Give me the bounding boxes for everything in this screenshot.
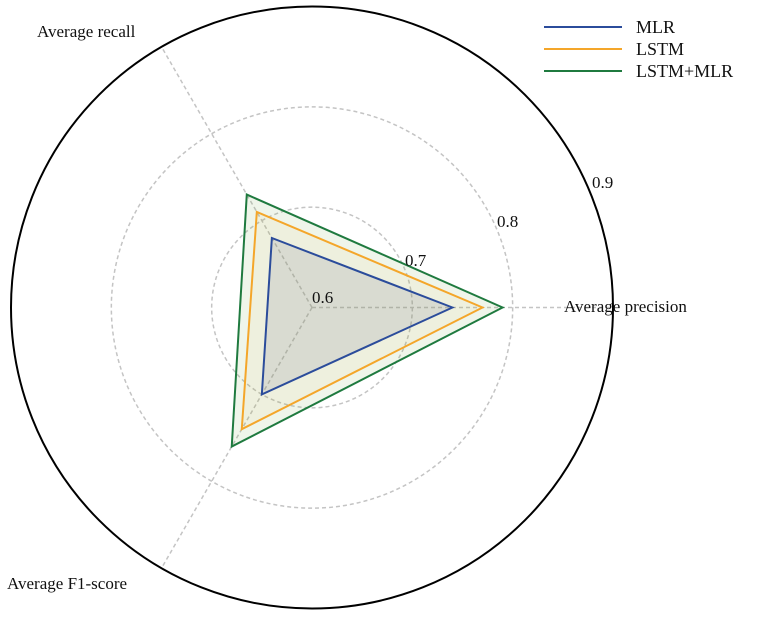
legend-label: MLR [636,17,676,37]
series-fill [261,237,453,395]
legend: MLR LSTM LSTM+MLR [544,16,733,82]
axis-label: Average recall [37,22,136,41]
legend-label: LSTM+MLR [636,61,734,81]
axis-line [160,307,313,569]
axis-label: Average precision [564,297,687,316]
legend-swatch-lstm [544,48,622,50]
grid-ring [110,106,514,509]
series-polygons [230,193,505,449]
axis-labels: Average precision Average recall Average F… [7,22,687,593]
axis-label: Average F1-score [7,574,127,593]
radial-tick-label: 0.6 [312,288,333,307]
legend-swatch-mlr [544,26,622,28]
axis-lines [160,46,613,569]
legend-item-lstm-mlr: LSTM+MLR [544,60,733,82]
outer-ring [10,5,614,610]
series-fill [241,211,483,430]
legend-swatch-lstm-mlr [544,70,622,72]
radial-tick-label: 0.7 [405,251,427,270]
radial-tick-labels: 0.6 0.7 0.8 0.9 [312,173,613,307]
radial-grid [10,5,614,610]
series-polygon-mlr [260,236,456,396]
series-fill [231,194,503,447]
legend-item-mlr: MLR [544,16,733,38]
radial-tick-label: 0.9 [592,173,613,192]
radial-tick-label: 0.8 [497,212,518,231]
series-polygon-lstm [240,210,485,431]
legend-label: LSTM [636,39,685,59]
series-polygon-lstm-mlr [230,193,505,449]
axis-line [160,46,313,308]
legend-item-lstm: LSTM [544,38,733,60]
